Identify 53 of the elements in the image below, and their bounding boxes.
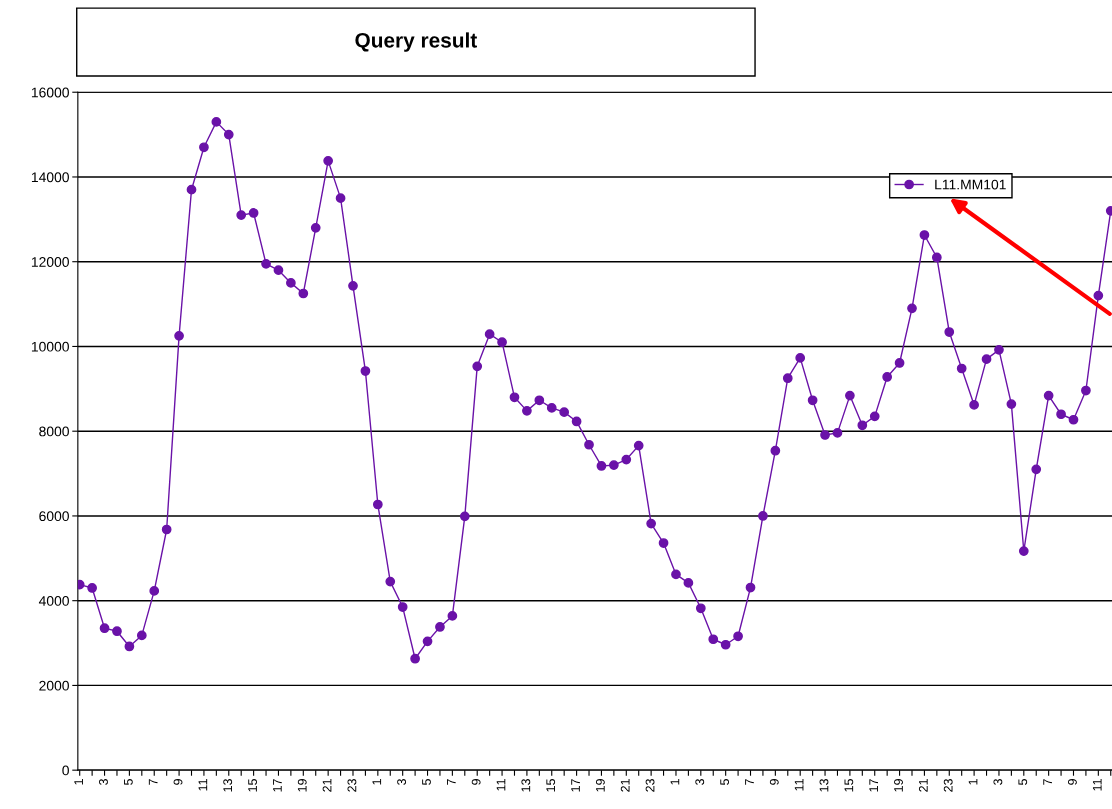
x-tick-label: 23	[943, 779, 953, 792]
x-tick-label: 5	[1018, 779, 1028, 785]
x-tick-label: 9	[471, 779, 481, 785]
x-tick-label: 13	[521, 779, 531, 792]
x-tick-label: 21	[620, 779, 630, 792]
y-tick-label: 10000	[31, 341, 69, 352]
x-tick-label: 1	[670, 779, 680, 785]
y-tick-label: 14000	[31, 172, 69, 183]
x-tick-label: 3	[695, 779, 705, 785]
x-tick-label: 17	[571, 779, 580, 792]
x-tick-label: 13	[819, 779, 829, 792]
x-tick-label: 1	[968, 779, 978, 785]
y-tick-label: 8000	[39, 426, 69, 437]
x-tick-label: 19	[595, 779, 605, 792]
x-tick-label: 1	[372, 779, 382, 785]
y-tick-label: 4000	[38, 596, 69, 606]
y-tick-label: 6000	[39, 511, 69, 522]
legend-label: L11.MM101	[935, 179, 1006, 190]
x-tick-label: 17	[869, 779, 878, 792]
x-tick-label: 7	[745, 779, 754, 785]
x-tick-label: 13	[223, 779, 233, 792]
x-tick-label: 5	[422, 779, 431, 785]
x-tick-label: 15	[248, 779, 257, 792]
x-tick-label: 7	[148, 779, 158, 785]
x-tick-label: 11	[1092, 779, 1102, 791]
x-tick-label: 11	[794, 779, 804, 791]
x-tick-label: 15	[844, 779, 854, 792]
x-tick-label: 11	[198, 779, 208, 791]
x-tick-label: 15	[546, 779, 556, 792]
x-tick-label: 11	[496, 779, 506, 791]
x-tick-label: 9	[1067, 779, 1077, 785]
x-tick-label: 3	[99, 779, 108, 785]
x-tick-label: 19	[297, 779, 307, 792]
x-tick-label: 23	[645, 779, 655, 792]
chart-title: Query result	[355, 32, 477, 52]
x-tick-label: 9	[173, 779, 183, 785]
x-tick-label: 3	[397, 779, 407, 785]
x-tick-label: 19	[894, 779, 903, 792]
x-tick-label: 3	[993, 779, 1003, 785]
y-tick-label: 12000	[31, 257, 69, 267]
x-tick-label: 7	[1043, 779, 1052, 785]
x-tick-label: 7	[447, 779, 456, 785]
x-tick-label: 5	[124, 779, 133, 785]
x-tick-label: 21	[322, 779, 332, 792]
y-tick-label: 2000	[39, 680, 69, 691]
y-tick-label: 0	[62, 765, 69, 776]
x-tick-label: 9	[769, 779, 779, 785]
y-tick-label: 16000	[31, 87, 69, 98]
x-tick-label: 1	[74, 779, 83, 785]
x-tick-label: 5	[720, 779, 730, 785]
x-tick-label: 23	[347, 779, 357, 792]
x-tick-label: 17	[273, 779, 282, 792]
x-tick-label: 21	[918, 779, 928, 792]
